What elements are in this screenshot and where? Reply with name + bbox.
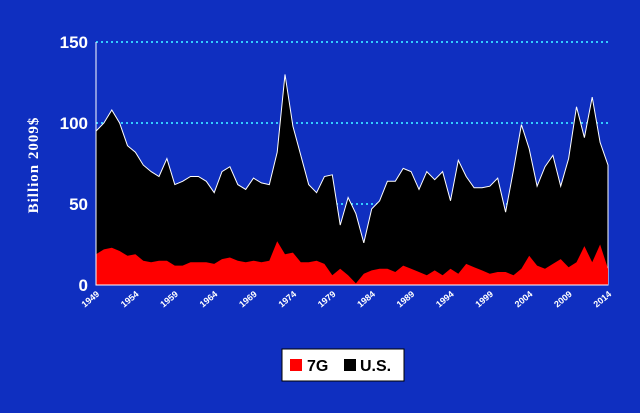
x-tick-label: 1984 <box>355 289 377 310</box>
y-tick-label: 100 <box>60 114 88 133</box>
x-tick-label: 1989 <box>395 289 417 310</box>
series-area-us <box>95 74 609 286</box>
legend-box <box>281 348 405 382</box>
area-layer <box>95 74 609 286</box>
x-tick-label: 2004 <box>513 289 535 310</box>
legend: 7G U.S. <box>281 348 405 382</box>
legend-swatch-us <box>344 359 356 371</box>
y-axis-label: Billion 2009$ <box>26 117 42 214</box>
x-tick-label: 2014 <box>592 289 614 310</box>
x-tick-label: 1974 <box>276 289 298 310</box>
x-tick-label: 2009 <box>552 289 574 310</box>
y-tick-label: 50 <box>69 195 88 214</box>
x-tick-label: 1999 <box>473 289 495 310</box>
y-tick-label: 0 <box>79 276 88 295</box>
x-tick-labels: 1949 1954 1959 1964 1969 1974 1979 1984 1989 1994… <box>80 289 614 310</box>
y-tick-labels: 0 50 100 150 <box>60 33 88 295</box>
x-tick-label: 1994 <box>434 289 456 310</box>
legend-swatch-7g <box>290 359 302 371</box>
y-tick-label: 150 <box>60 33 88 52</box>
legend-label-us: U.S. <box>360 358 391 375</box>
x-tick-label: 1954 <box>119 289 141 310</box>
x-tick-label: 1959 <box>158 289 180 310</box>
x-tick-label: 1979 <box>316 289 338 310</box>
legend-label-7g: 7G <box>307 358 328 375</box>
series-area-7g <box>96 241 608 285</box>
x-tick-label: 1964 <box>198 289 220 310</box>
axis-layer <box>95 42 608 286</box>
x-tick-label: 1969 <box>237 289 259 310</box>
